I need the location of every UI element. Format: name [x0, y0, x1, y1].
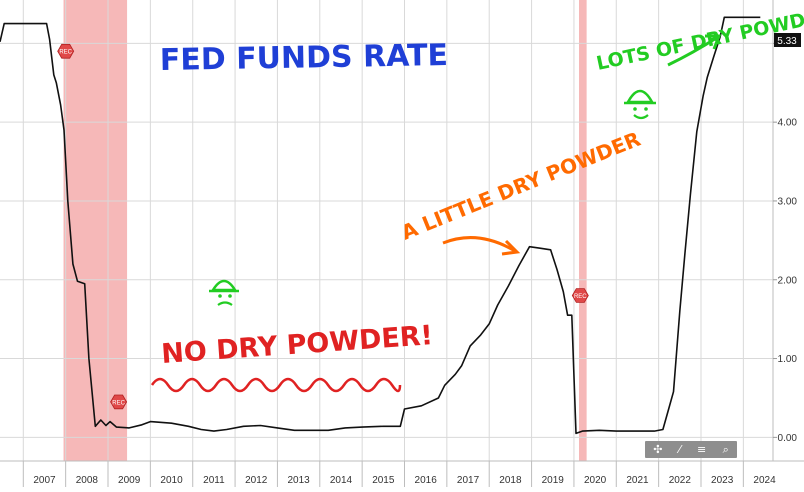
x-axis-ticks: 2007 2008 2009 2010 2011 2012 2013 2014 2015 2016… [22, 461, 776, 487]
recession-markers: REC REC REC [57, 43, 589, 410]
recession-marker-0 [57, 43, 75, 59]
last-value-label: 5.33 [774, 33, 801, 47]
x-tick-label-16: 2023 [711, 475, 734, 486]
green-arrow-head [705, 34, 722, 50]
x-tick-label-5: 2012 [245, 475, 268, 486]
x-tick-label-17: 2024 [753, 475, 776, 486]
zoom-icon[interactable]: ⌕ [722, 443, 729, 456]
x-tick-label-11: 2018 [499, 475, 522, 486]
recession-marker-label-0: REC [59, 50, 72, 56]
fed-funds-series-line [0, 16, 761, 435]
y-tick-label-2: 2.00 [778, 275, 798, 286]
sad-face-icon [209, 279, 239, 306]
x-tick-label-15: 2022 [669, 475, 692, 486]
x-tick-label-4: 2011 [203, 475, 225, 486]
table-icon[interactable]: ≡ [697, 443, 707, 456]
x-tick-label-7: 2014 [330, 475, 353, 486]
recession-marker-label-1: REC [112, 400, 125, 406]
recession-marker-1 [110, 394, 128, 410]
x-tick-label-0: 2007 [33, 475, 56, 486]
orange-arrow-shaft [442, 236, 516, 253]
grid-lines [0, 0, 773, 461]
chart-toolbar: ✣ ⁄ ≡ ⌕ [645, 441, 737, 458]
x-tick-label-13: 2020 [584, 475, 607, 486]
recession-marker-label-2: REC [574, 294, 587, 300]
recession-band-1 [579, 0, 587, 461]
green-arrow-shaft [667, 35, 719, 67]
move-icon[interactable]: ✣ [653, 443, 663, 456]
recession-bands [63, 0, 587, 461]
draw-icon[interactable]: ⁄ [678, 443, 681, 456]
orange-arrow-head [501, 239, 521, 256]
x-tick-label-8: 2015 [372, 475, 395, 486]
x-tick-label-6: 2013 [287, 475, 310, 486]
last-value-text: 5.33 [777, 36, 797, 47]
y-tick-label-1: 1.00 [778, 354, 798, 365]
red-squiggle [150, 377, 402, 393]
y-tick-label-3: 3.00 [778, 196, 798, 207]
recession-band-0 [63, 0, 128, 461]
last-value-box [774, 33, 801, 47]
y-tick-label-4: 4.00 [778, 118, 798, 129]
happy-face-icon [624, 89, 656, 120]
recession-marker-2 [571, 288, 589, 303]
y-tick-label-0: 0.00 [778, 433, 798, 444]
x-tick-label-12: 2019 [542, 475, 565, 486]
x-tick-label-1: 2008 [76, 475, 99, 486]
x-tick-label-9: 2016 [415, 475, 438, 486]
annotation-fed-funds-rate: FED FUNDS RATE [160, 38, 449, 78]
x-tick-label-2: 2009 [118, 475, 141, 486]
x-tick-label-3: 2010 [160, 475, 183, 486]
x-tick-label-10: 2017 [457, 475, 480, 486]
x-tick-label-14: 2021 [626, 475, 649, 486]
